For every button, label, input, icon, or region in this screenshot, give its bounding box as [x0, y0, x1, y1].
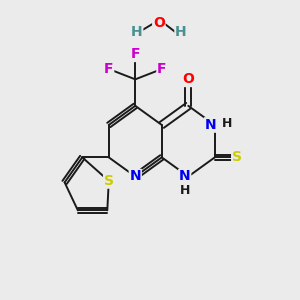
Text: N: N	[179, 169, 190, 184]
Text: O: O	[153, 16, 165, 30]
Text: F: F	[157, 62, 166, 76]
Text: H: H	[222, 117, 232, 130]
Text: N: N	[205, 118, 216, 132]
Text: S: S	[104, 174, 114, 188]
Text: H: H	[175, 25, 187, 39]
Text: N: N	[130, 169, 141, 184]
Text: S: S	[232, 150, 242, 164]
Text: H: H	[131, 25, 142, 39]
Text: O: O	[182, 72, 194, 86]
Text: F: F	[130, 47, 140, 61]
Text: F: F	[104, 62, 113, 76]
Text: H: H	[180, 184, 190, 197]
